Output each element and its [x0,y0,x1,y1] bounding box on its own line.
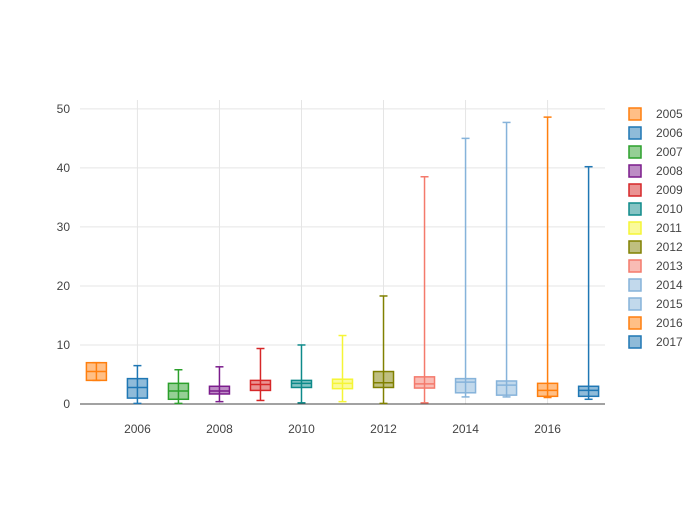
y-tick-label: 40 [57,161,71,175]
legend-label: 2005 [656,107,683,121]
legend-label: 2016 [656,316,683,330]
legend-swatch [628,278,642,292]
legend-swatch [628,335,642,349]
legend-swatch [628,316,642,330]
box-2010[interactable] [290,344,313,404]
box-2005[interactable] [85,361,108,382]
x-tick-label: 2010 [288,422,315,436]
y-tick-label: 20 [57,279,71,293]
legend-swatch [628,183,642,197]
box-iqr[interactable] [372,370,395,389]
box-2013[interactable] [413,175,436,404]
box-iqr[interactable] [413,376,436,389]
box-2015[interactable] [495,121,518,398]
box-2008[interactable] [208,366,231,403]
legend-item-2007[interactable]: 2007 [628,145,683,159]
box-iqr[interactable] [126,377,149,399]
legend-label: 2017 [656,335,683,349]
box-iqr[interactable] [577,385,600,398]
legend-swatch [628,221,642,235]
axis-layer: 0 10 20 30 40 50 2006 2008 2010 2012 2014 2016 [57,102,605,436]
legend-swatch [628,202,642,216]
box-2014[interactable] [454,137,477,398]
legend[interactable]: 2005 2006 2007 2008 2009 2010 2011 2012 2013 2014… [628,107,683,349]
legend-label: 2011 [656,221,682,235]
box-2017[interactable] [577,165,600,401]
legend-label: 2009 [656,183,683,197]
legend-item-2014[interactable]: 2014 [628,278,683,292]
legend-label: 2014 [656,278,683,292]
legend-swatch [628,145,642,159]
legend-label: 2012 [656,240,683,254]
box-2009[interactable] [249,347,272,402]
box-2006[interactable] [126,364,149,405]
legend-label: 2015 [656,297,683,311]
legend-swatch [628,259,642,273]
legend-label: 2010 [656,202,683,216]
box-iqr[interactable] [454,377,477,394]
legend-item-2005[interactable]: 2005 [628,107,683,121]
box-2012[interactable] [372,295,395,405]
y-tick-label: 50 [57,102,71,116]
legend-item-2016[interactable]: 2016 [628,316,683,330]
x-tick-label: 2014 [452,422,479,436]
x-tick-label: 2012 [370,422,397,436]
legend-label: 2006 [656,126,683,140]
x-tick-label: 2016 [534,422,561,436]
legend-swatch [628,126,642,140]
legend-item-2013[interactable]: 2013 [628,259,683,273]
legend-item-2009[interactable]: 2009 [628,183,683,197]
box-iqr[interactable] [249,379,272,392]
legend-swatch [628,107,642,121]
legend-item-2011[interactable]: 2011 [628,221,682,235]
legend-item-2012[interactable]: 2012 [628,240,683,254]
legend-item-2006[interactable]: 2006 [628,126,683,140]
legend-item-2008[interactable]: 2008 [628,164,683,178]
x-tick-label: 2008 [206,422,233,436]
box-2016[interactable] [536,116,559,399]
x-tick-label: 2006 [124,422,151,436]
box-2007[interactable] [167,369,190,405]
legend-label: 2013 [656,259,683,273]
legend-item-2015[interactable]: 2015 [628,297,683,311]
legend-swatch [628,240,642,254]
y-tick-label: 30 [57,220,71,234]
legend-label: 2008 [656,164,683,178]
box-layer [85,116,600,405]
y-tick-label: 10 [57,338,71,352]
legend-swatch [628,164,642,178]
legend-item-2017[interactable]: 2017 [628,335,683,349]
y-tick-label: 0 [63,397,70,411]
legend-label: 2007 [656,145,683,159]
box-iqr[interactable] [495,380,518,396]
box-2011[interactable] [331,334,354,403]
legend-item-2010[interactable]: 2010 [628,202,683,216]
legend-swatch [628,297,642,311]
box-iqr[interactable] [208,385,231,395]
